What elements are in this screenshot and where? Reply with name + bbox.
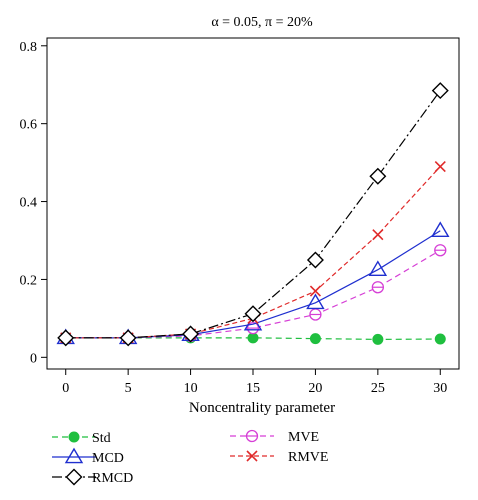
y-tick-label: 0.6 [20, 118, 38, 133]
legend-label-mve: MVE [288, 430, 319, 445]
data-point-rmcd [244, 305, 262, 323]
legend-label-std: Std [92, 431, 111, 446]
data-point-rmcd [57, 329, 75, 347]
y-tick-label: 0 [30, 351, 37, 366]
series-mve [59, 244, 447, 344]
data-point-std [434, 333, 446, 345]
data-point-rmcd [182, 325, 200, 343]
data-point-rmcd [119, 329, 137, 347]
x-tick-label: 20 [308, 381, 322, 396]
x-tick-label: 5 [125, 381, 132, 396]
legend: Std MCD RMCD MVE RMVE [52, 429, 328, 486]
data-point-mcd [368, 260, 388, 276]
series-layer [56, 82, 450, 347]
data-point-rmve [309, 285, 321, 297]
series-line-rmcd [65, 90, 441, 339]
data-point-mve [309, 308, 322, 321]
legend-marker-mve [245, 429, 259, 443]
legend-marker-mcd [64, 447, 84, 464]
data-point-mve [246, 321, 260, 335]
x-tick-label: 0 [62, 381, 69, 396]
legend-label-rmve: RMVE [288, 450, 328, 465]
legend-marker-rmve [246, 450, 258, 462]
data-point-mcd [306, 293, 325, 310]
legend-item-rmve: RMVE [230, 450, 328, 465]
data-point-std [372, 333, 384, 345]
data-point-rmve [372, 229, 384, 241]
y-tick-label: 0.8 [20, 40, 38, 55]
data-point-rmcd [306, 251, 324, 269]
legend-item-mve: MVE [230, 429, 319, 445]
x-axis-label: Noncentrality parameter [189, 400, 335, 416]
chart-title: α = 0.05, π = 20% [211, 15, 313, 30]
y-tick-label: 0.2 [20, 273, 38, 288]
data-point-rmcd [369, 167, 387, 185]
data-point-rmve [434, 160, 446, 173]
data-point-mve [434, 244, 447, 257]
x-tick-label: 30 [433, 381, 447, 396]
data-point-mve [371, 281, 384, 294]
series-rmcd [57, 82, 449, 347]
legend-marker-std [68, 431, 80, 443]
legend-label-rmcd: RMCD [92, 471, 133, 486]
data-point-std [309, 333, 321, 345]
data-point-std [247, 332, 259, 344]
data-point-rmcd [431, 82, 449, 100]
x-tick-label: 10 [184, 381, 198, 396]
y-tick-label: 0.4 [20, 196, 38, 211]
legend-marker-rmcd [65, 468, 83, 486]
x-tick-label: 15 [246, 381, 260, 396]
data-point-mcd [431, 221, 450, 238]
axes: 0 5 10 15 20 25 30 0 0.2 0.4 0.6 0.8 [20, 40, 448, 396]
series-std [60, 332, 446, 345]
legend-item-std: Std [52, 431, 111, 446]
legend-item-rmcd: RMCD [52, 468, 133, 486]
x-tick-label: 25 [371, 381, 385, 396]
legend-label-mcd: MCD [92, 451, 124, 466]
legend-item-mcd: MCD [52, 447, 124, 466]
